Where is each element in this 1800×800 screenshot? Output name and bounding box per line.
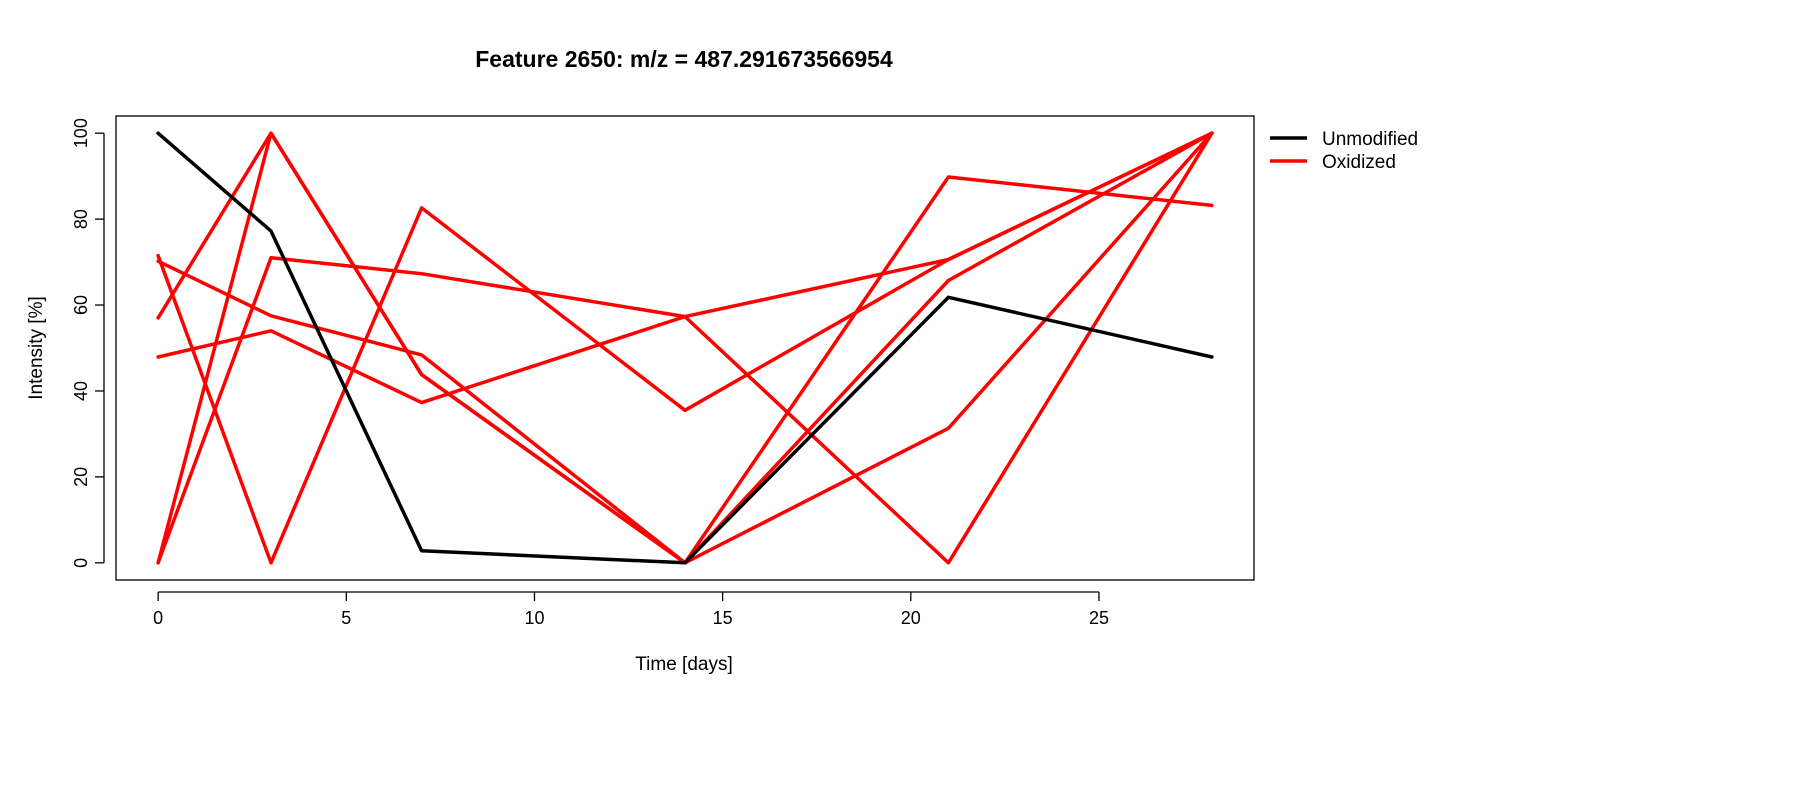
x-tick-label: 25 — [1089, 608, 1109, 628]
series-layer — [156, 131, 1214, 565]
series-line-oxidized-5 — [156, 131, 1214, 405]
plot-frame — [115, 115, 1255, 581]
y-tick-label: 100 — [71, 118, 91, 148]
y-tick-label: 20 — [71, 467, 91, 487]
x-tick-label: 10 — [524, 608, 544, 628]
series-line-oxidized-1 — [156, 131, 1214, 565]
y-tick-label: 80 — [71, 209, 91, 229]
x-axis-label: Time [days] — [635, 654, 733, 675]
legend-label-unmodified: Unmodified — [1322, 129, 1418, 150]
legend: Unmodified Oxidized — [1270, 129, 1418, 173]
y-tick-label: 40 — [71, 381, 91, 401]
y-tick-label: 0 — [71, 558, 91, 568]
x-tick-label: 0 — [153, 608, 163, 628]
x-axis: 0 5 10 15 20 25 — [153, 591, 1109, 628]
legend-label-oxidized: Oxidized — [1322, 152, 1396, 173]
series-line-oxidized-4 — [156, 131, 1214, 565]
y-tick-label: 60 — [71, 295, 91, 315]
x-tick-label: 15 — [713, 608, 733, 628]
series-line-oxidized-2 — [156, 131, 1214, 565]
y-axis: 0 20 40 60 80 100 — [71, 118, 105, 568]
chart-title: Feature 2650: m/z = 487.291673566954 — [475, 46, 893, 72]
series-line-unmodified-0 — [156, 131, 1214, 565]
y-axis-label: Intensity [%] — [26, 296, 47, 400]
x-tick-label: 20 — [901, 608, 921, 628]
series-line-oxidized-3 — [156, 131, 1214, 565]
series-line-oxidized-6 — [156, 131, 1214, 565]
x-tick-label: 5 — [341, 608, 351, 628]
